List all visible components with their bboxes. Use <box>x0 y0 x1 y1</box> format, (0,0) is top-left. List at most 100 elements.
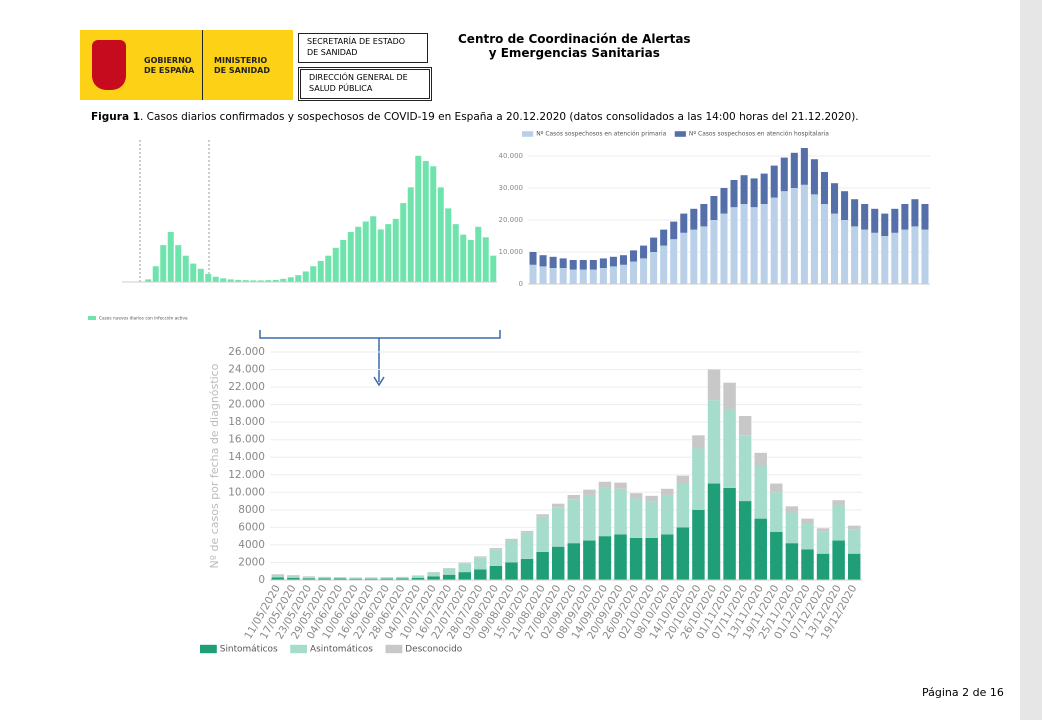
bar <box>265 280 272 282</box>
bar <box>302 578 316 580</box>
divider <box>202 30 203 100</box>
bar <box>482 237 489 282</box>
bar <box>272 279 279 282</box>
y-tick-label: 6000 <box>238 521 265 533</box>
bar <box>650 237 658 252</box>
bar <box>660 245 668 284</box>
bar <box>692 435 705 449</box>
bar <box>911 226 919 284</box>
bar <box>861 204 869 230</box>
bar <box>921 204 929 230</box>
bar <box>640 258 648 284</box>
bracket <box>259 330 501 382</box>
bar <box>567 543 581 580</box>
bar <box>287 577 300 580</box>
bar <box>536 514 549 517</box>
bar <box>583 494 596 541</box>
bar <box>720 213 728 284</box>
bar <box>770 483 783 493</box>
bar <box>182 255 189 282</box>
bar <box>785 506 799 513</box>
bar <box>437 187 444 282</box>
bar <box>841 191 849 220</box>
bar <box>396 578 409 580</box>
bar <box>442 568 456 575</box>
bar <box>458 563 471 573</box>
bar <box>871 232 879 284</box>
bar <box>676 527 690 580</box>
bar <box>318 576 331 578</box>
bar <box>385 224 392 282</box>
coat-of-arms <box>92 40 126 90</box>
bar <box>325 255 332 282</box>
caption-text: . Casos diarios confirmados y sospechoso… <box>140 111 859 123</box>
bar <box>832 500 845 506</box>
bar <box>831 183 839 214</box>
bar <box>710 220 718 284</box>
y-tick-label: 20.000 <box>499 216 524 224</box>
bar <box>851 199 859 227</box>
bar <box>567 494 581 500</box>
bar <box>302 271 309 282</box>
bar <box>520 558 534 580</box>
bar <box>380 578 394 580</box>
bar <box>740 175 748 204</box>
y-tick-label: 2000 <box>238 556 265 568</box>
bar <box>212 276 219 282</box>
bar <box>670 221 678 240</box>
bar <box>901 204 909 230</box>
bar <box>816 553 830 580</box>
bar <box>841 220 849 284</box>
bar <box>891 208 899 233</box>
bar <box>750 178 758 208</box>
bar <box>660 229 668 246</box>
center-line: y Emergencias Sanitarias <box>488 46 660 60</box>
bar <box>871 208 879 233</box>
bar <box>167 232 174 282</box>
arrow <box>373 376 385 387</box>
bar <box>730 180 738 208</box>
bar <box>847 525 861 530</box>
bar <box>569 269 577 284</box>
bar <box>355 226 362 282</box>
bar <box>583 540 596 580</box>
bar <box>452 224 459 282</box>
bar <box>160 245 167 282</box>
bar <box>415 155 422 282</box>
bar <box>152 266 159 282</box>
bar <box>599 268 607 284</box>
bar <box>411 575 425 578</box>
bar <box>280 278 287 282</box>
bar <box>629 498 643 538</box>
bar <box>723 409 736 488</box>
legend-label: Nº Casos sospechosos en atención hospita… <box>689 131 829 138</box>
y-tick-label: 10.000 <box>499 248 524 256</box>
bar <box>520 532 534 559</box>
bar <box>619 255 627 265</box>
bar <box>227 279 234 282</box>
legend-swatch <box>88 316 96 320</box>
bar <box>340 239 347 282</box>
bar <box>310 266 317 282</box>
bar <box>539 266 547 284</box>
bar <box>630 250 638 262</box>
bar <box>680 232 688 284</box>
bar <box>242 280 249 282</box>
box-line: DE SANIDAD <box>307 48 358 57</box>
bar <box>559 268 567 284</box>
bar <box>810 194 818 284</box>
bar <box>650 252 658 284</box>
bar <box>760 173 768 204</box>
bar <box>598 487 612 537</box>
bar <box>458 572 471 580</box>
bar <box>197 268 204 282</box>
bar <box>370 216 377 282</box>
bar <box>630 261 638 284</box>
bar <box>790 188 798 284</box>
legend-swatch <box>200 644 217 654</box>
bar <box>411 577 425 580</box>
bar <box>738 416 752 436</box>
bar <box>475 226 482 282</box>
box-line: SECRETARÍA DE ESTADO <box>307 37 406 46</box>
